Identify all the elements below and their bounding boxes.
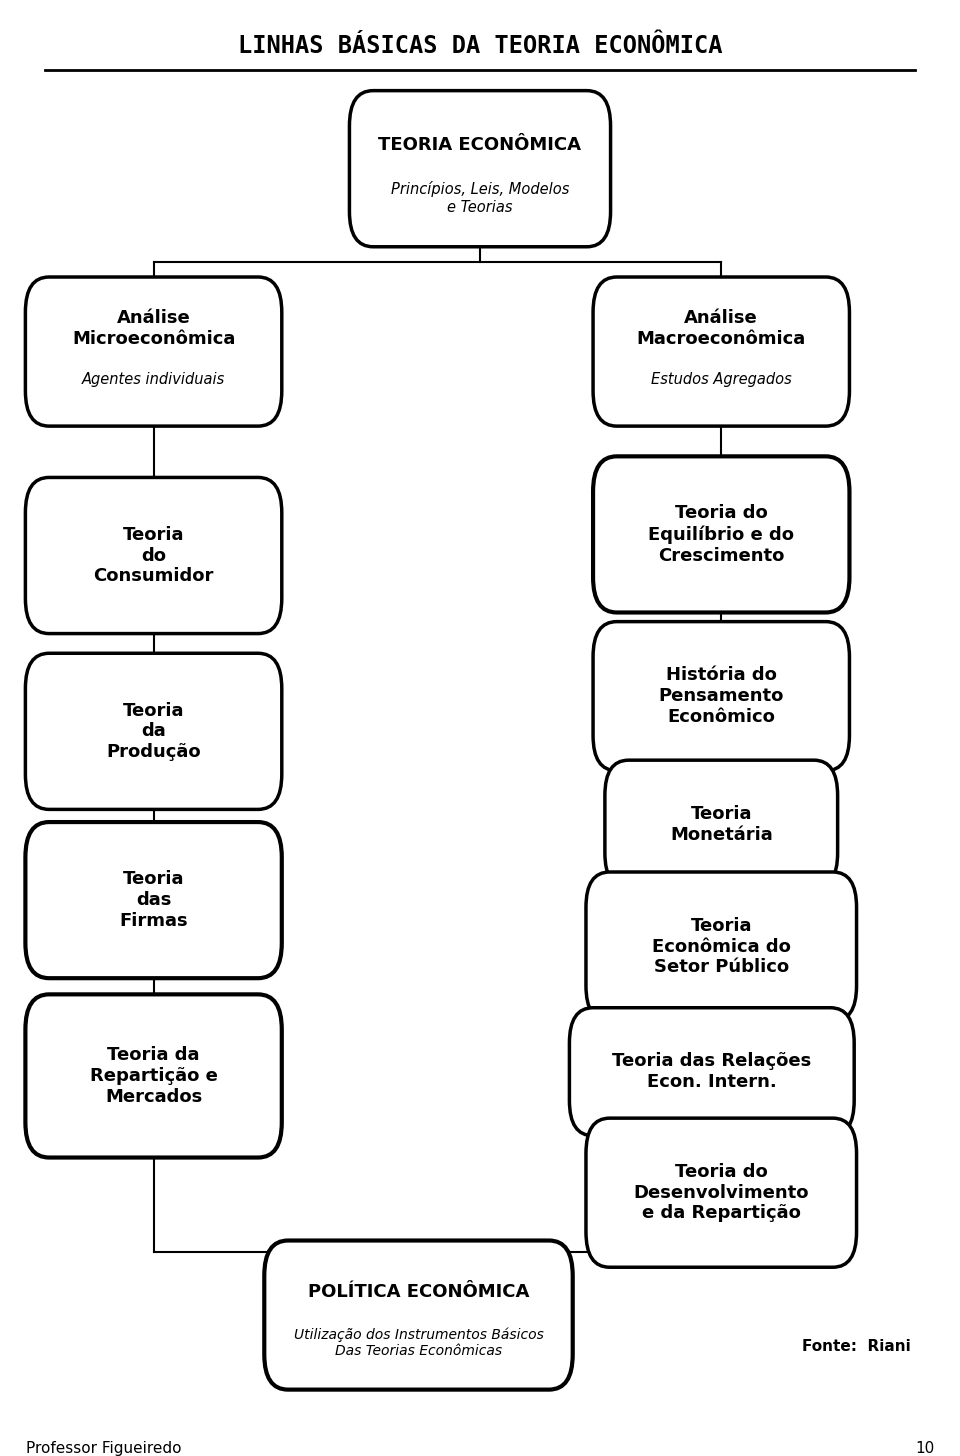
FancyBboxPatch shape <box>586 872 856 1021</box>
Text: 10: 10 <box>915 1441 934 1456</box>
Text: LINHAS BÁSICAS DA TEORIA ECONÔMICA: LINHAS BÁSICAS DA TEORIA ECONÔMICA <box>238 35 722 58</box>
Text: Teoria
Monetária: Teoria Monetária <box>670 805 773 843</box>
Text: Estudos Agregados: Estudos Agregados <box>651 371 792 387</box>
Text: Princípios, Leis, Modelos
e Teorias: Princípios, Leis, Modelos e Teorias <box>391 182 569 215</box>
Text: Teoria do
Equilíbrio e do
Crescimento: Teoria do Equilíbrio e do Crescimento <box>648 504 794 565</box>
Text: POLÍTICA ECONÔMICA: POLÍTICA ECONÔMICA <box>308 1283 529 1302</box>
Text: Teoria
Econômica do
Setor Público: Teoria Econômica do Setor Público <box>652 917 791 977</box>
Text: Análise
Microeconômica: Análise Microeconômica <box>72 309 235 348</box>
Text: História do
Pensamento
Econômico: História do Pensamento Econômico <box>659 667 784 727</box>
FancyBboxPatch shape <box>586 1118 856 1267</box>
Text: Professor Figueiredo: Professor Figueiredo <box>26 1441 181 1456</box>
FancyBboxPatch shape <box>605 760 838 888</box>
Text: Teoria da
Repartição e
Mercados: Teoria da Repartição e Mercados <box>89 1047 218 1105</box>
Text: Teoria
da
Produção: Teoria da Produção <box>107 702 201 761</box>
FancyBboxPatch shape <box>264 1241 573 1389</box>
FancyBboxPatch shape <box>593 277 850 427</box>
Text: Teoria das Relações
Econ. Intern.: Teoria das Relações Econ. Intern. <box>612 1053 811 1091</box>
Text: Fonte:  Riani: Fonte: Riani <box>802 1338 910 1354</box>
Text: Teoria
do
Consumidor: Teoria do Consumidor <box>93 526 214 585</box>
Text: Teoria
das
Firmas: Teoria das Firmas <box>119 871 188 930</box>
Text: TEORIA ECONÔMICA: TEORIA ECONÔMICA <box>378 135 582 154</box>
FancyBboxPatch shape <box>593 622 850 770</box>
FancyBboxPatch shape <box>349 90 611 246</box>
FancyBboxPatch shape <box>25 994 282 1158</box>
FancyBboxPatch shape <box>25 654 282 810</box>
Text: Análise
Macroeconômica: Análise Macroeconômica <box>636 309 805 348</box>
FancyBboxPatch shape <box>25 823 282 978</box>
Text: Agentes individuais: Agentes individuais <box>82 371 226 387</box>
FancyBboxPatch shape <box>569 1008 854 1136</box>
FancyBboxPatch shape <box>593 456 850 613</box>
FancyBboxPatch shape <box>25 478 282 633</box>
Text: Utilização dos Instrumentos Básicos
Das Teorias Econômicas: Utilização dos Instrumentos Básicos Das … <box>294 1328 543 1358</box>
Text: Teoria do
Desenvolvimento
e da Repartição: Teoria do Desenvolvimento e da Repartiçã… <box>634 1163 809 1223</box>
FancyBboxPatch shape <box>25 277 282 427</box>
